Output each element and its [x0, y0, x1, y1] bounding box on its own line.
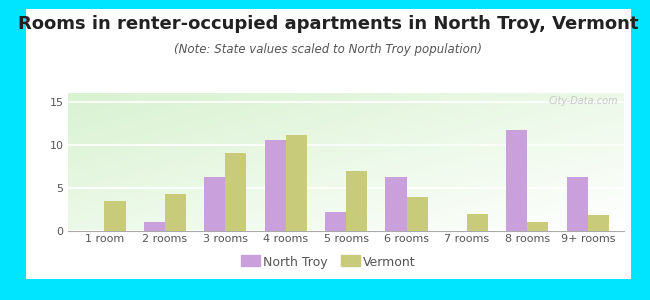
- Bar: [226, 153, 246, 231]
- Bar: [325, 212, 346, 231]
- Bar: [286, 135, 307, 231]
- Bar: [527, 222, 549, 231]
- Bar: [204, 177, 226, 231]
- Text: City-Data.com: City-Data.com: [549, 96, 618, 106]
- Bar: [467, 214, 488, 231]
- Bar: [265, 140, 286, 231]
- Bar: [406, 196, 428, 231]
- Bar: [588, 215, 609, 231]
- Bar: [506, 130, 527, 231]
- Bar: [346, 171, 367, 231]
- Legend: North Troy, Vermont: North Troy, Vermont: [239, 253, 418, 271]
- Bar: [165, 194, 186, 231]
- Bar: [105, 201, 125, 231]
- Bar: [144, 222, 165, 231]
- Text: (Note: State values scaled to North Troy population): (Note: State values scaled to North Troy…: [174, 44, 482, 56]
- Text: Rooms in renter-occupied apartments in North Troy, Vermont: Rooms in renter-occupied apartments in N…: [18, 15, 638, 33]
- Bar: [385, 177, 406, 231]
- Bar: [567, 177, 588, 231]
